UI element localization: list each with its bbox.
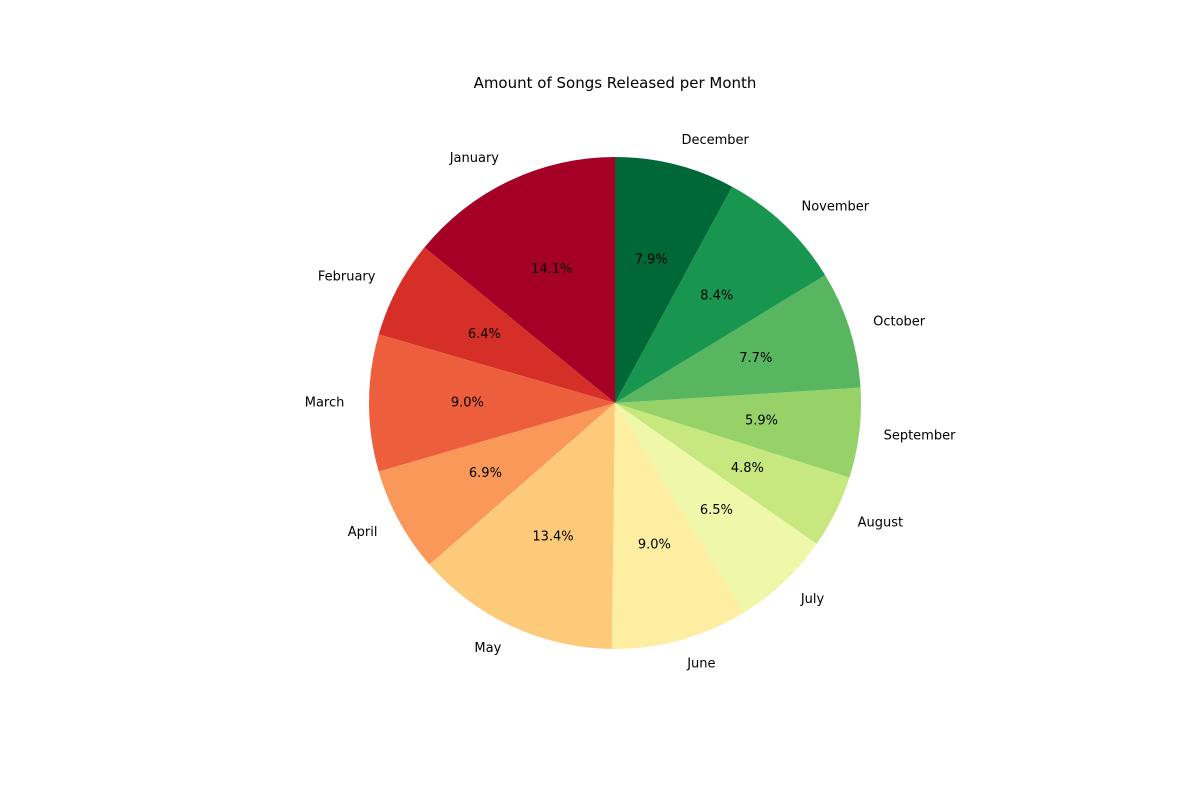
pct-label-september: 5.9% — [745, 414, 778, 429]
slice-april — [378, 403, 615, 565]
slice-february — [378, 247, 615, 403]
slice-december — [615, 157, 733, 403]
chart-title: Amount of Songs Released per Month — [474, 74, 757, 92]
slice-september — [615, 387, 861, 478]
slice-label-october: October — [873, 314, 926, 329]
slice-may — [429, 403, 615, 649]
pct-label-june: 9.0% — [638, 538, 671, 553]
slice-june — [611, 403, 745, 650]
slice-october — [615, 275, 861, 403]
slice-march — [369, 334, 615, 472]
slice-november — [615, 186, 826, 403]
pct-label-march: 9.0% — [451, 396, 484, 411]
pct-label-july: 6.5% — [700, 503, 733, 518]
pie-slices — [369, 157, 861, 650]
pct-label-may: 13.4% — [532, 529, 573, 544]
pct-label-january: 14.1% — [531, 262, 572, 277]
slice-label-june: June — [686, 656, 715, 671]
slice-label-december: December — [681, 133, 749, 148]
pct-label-august: 4.8% — [731, 461, 764, 476]
slice-label-january: January — [449, 151, 500, 166]
pct-label-april: 6.9% — [469, 466, 502, 481]
slice-label-august: August — [858, 515, 904, 530]
pct-label-november: 8.4% — [700, 289, 733, 304]
slice-label-april: April — [348, 525, 378, 540]
pct-label-february: 6.4% — [468, 327, 501, 342]
slice-july — [615, 403, 817, 613]
pct-label-october: 7.7% — [739, 351, 772, 366]
slice-august — [615, 403, 850, 544]
slice-label-march: March — [305, 396, 345, 411]
slice-label-may: May — [474, 641, 501, 656]
pct-label-december: 7.9% — [635, 252, 668, 267]
slice-label-february: February — [318, 270, 376, 285]
pie-labels: January 14.1% February 6.4% March 9.0% April 6.… — [305, 133, 956, 671]
slice-label-november: November — [801, 199, 869, 214]
slice-label-september: September — [884, 429, 957, 444]
slice-january — [424, 157, 615, 403]
slice-label-july: July — [800, 592, 825, 607]
